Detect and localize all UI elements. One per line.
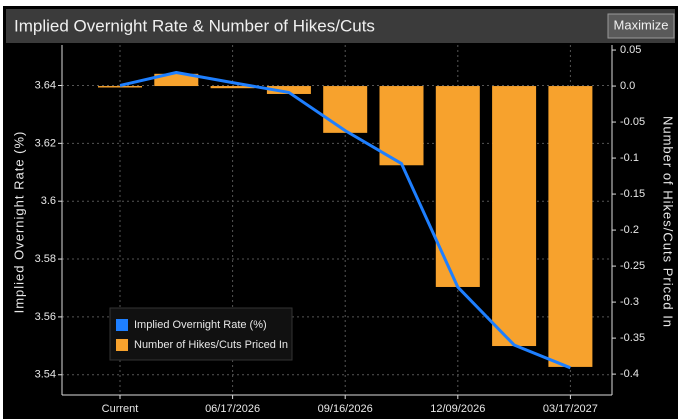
y2-tick-label: -0.15 <box>620 188 645 200</box>
x-tick-label: 12/09/2026 <box>430 403 485 415</box>
y2-axis-label: Number of Hikes/Cuts Priced In <box>661 116 676 328</box>
y2-tick-label: 0.05 <box>620 44 641 56</box>
y-tick-label: 3.54 <box>35 369 56 381</box>
x-tick-label: 09/16/2026 <box>318 403 373 415</box>
y2-tick-label: -0.4 <box>620 368 639 380</box>
bar <box>210 86 255 89</box>
y2-tick-label: -0.2 <box>620 224 639 236</box>
maximize-label[interactable]: Maximize <box>614 17 669 32</box>
bar <box>548 86 593 367</box>
bar <box>492 86 537 347</box>
bar <box>379 86 424 166</box>
x-tick-label: Current <box>102 403 139 415</box>
y2-tick-label: -0.05 <box>620 116 645 128</box>
chart-title: Implied Overnight Rate & Number of Hikes… <box>14 16 375 35</box>
x-tick-label: 06/17/2026 <box>205 403 260 415</box>
legend-label: Number of Hikes/Cuts Priced In <box>134 339 288 351</box>
y2-tick-label: 0.0 <box>620 80 635 92</box>
x-tick-label: 03/17/2027 <box>543 403 598 415</box>
bar <box>98 86 142 88</box>
y2-tick-label: -0.1 <box>620 152 639 164</box>
y2-tick-label: -0.3 <box>620 296 639 308</box>
legend-swatch <box>116 339 128 351</box>
bar <box>266 86 311 94</box>
maximize-button[interactable] <box>607 13 675 39</box>
legend-label: Implied Overnight Rate (%) <box>134 319 267 331</box>
y-tick-label: 3.6 <box>41 195 56 207</box>
bar <box>323 86 368 133</box>
y2-tick-label: -0.25 <box>620 260 645 272</box>
legend-swatch <box>116 319 128 331</box>
title-bar <box>6 9 675 43</box>
y2-tick-label: -0.35 <box>620 332 645 344</box>
y-tick-label: 3.56 <box>35 311 56 323</box>
line <box>119 70 571 370</box>
y-tick-label: 3.58 <box>35 253 56 265</box>
y-axis-label: Implied Overnight Rate (%) <box>11 131 26 314</box>
bar <box>154 73 199 87</box>
legend-box <box>109 307 293 361</box>
y-tick-label: 3.64 <box>35 79 56 91</box>
y-tick-label: 3.62 <box>35 137 56 149</box>
